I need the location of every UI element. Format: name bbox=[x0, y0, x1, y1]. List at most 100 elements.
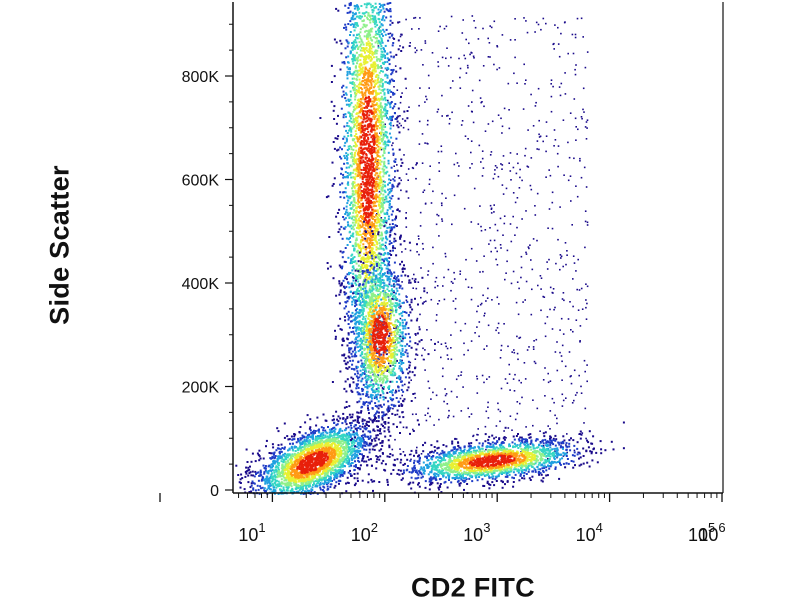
event-dot bbox=[509, 223, 512, 225]
event-dot bbox=[502, 234, 504, 236]
event-dot bbox=[547, 459, 550, 462]
event-dot bbox=[564, 365, 567, 368]
event-dot bbox=[507, 454, 510, 457]
event-dot bbox=[497, 450, 500, 453]
event-dot bbox=[315, 435, 317, 438]
event-dot bbox=[442, 459, 445, 462]
event-dot bbox=[496, 45, 498, 47]
event-dot bbox=[388, 444, 391, 447]
event-dot bbox=[332, 439, 335, 442]
event-dot bbox=[354, 460, 356, 463]
event-dot bbox=[575, 64, 577, 66]
event-dot bbox=[489, 443, 492, 446]
event-dot bbox=[549, 380, 552, 382]
event-dot bbox=[495, 425, 498, 427]
event-dot bbox=[353, 425, 356, 428]
event-dot bbox=[459, 76, 461, 79]
event-dot bbox=[424, 349, 426, 351]
event-dot bbox=[471, 469, 473, 472]
event-dot bbox=[387, 483, 389, 486]
event-dot bbox=[387, 99, 389, 102]
event-dot bbox=[474, 26, 477, 29]
event-dot bbox=[290, 473, 292, 476]
event-dot bbox=[451, 440, 454, 443]
event-dot bbox=[316, 470, 319, 473]
event-dot bbox=[551, 328, 554, 330]
event-dot bbox=[554, 306, 556, 309]
event-dot bbox=[486, 378, 488, 380]
event-dot bbox=[515, 459, 518, 462]
event-dot bbox=[296, 475, 299, 478]
event-dot bbox=[458, 460, 460, 462]
event-dot bbox=[513, 351, 516, 354]
event-dot bbox=[369, 418, 372, 421]
event-dot bbox=[568, 442, 571, 445]
event-dot bbox=[441, 56, 444, 59]
event-dot bbox=[423, 466, 425, 469]
event-dot bbox=[548, 461, 551, 464]
event-dot bbox=[301, 475, 303, 478]
event-dot bbox=[572, 330, 574, 333]
event-dot bbox=[411, 277, 414, 280]
event-dot bbox=[471, 475, 474, 478]
event-dot bbox=[563, 439, 566, 442]
event-dot bbox=[317, 482, 319, 484]
event-dot bbox=[394, 247, 396, 250]
event-dot bbox=[519, 402, 521, 405]
event-dot bbox=[318, 437, 321, 439]
event-dot bbox=[590, 452, 593, 455]
event-dot bbox=[503, 222, 506, 225]
event-dot bbox=[292, 463, 295, 466]
event-dot bbox=[479, 205, 481, 207]
event-dot bbox=[484, 470, 487, 473]
event-dot bbox=[533, 360, 536, 363]
event-dot bbox=[584, 220, 587, 223]
event-dot bbox=[498, 67, 501, 69]
event-dot bbox=[511, 476, 514, 479]
event-dot bbox=[456, 459, 459, 462]
event-dot bbox=[477, 223, 480, 225]
event-dot bbox=[481, 157, 484, 160]
event-dot bbox=[350, 424, 352, 427]
event-dot bbox=[475, 466, 478, 469]
event-dot bbox=[280, 455, 283, 458]
event-dot bbox=[477, 434, 479, 436]
event-dot bbox=[505, 187, 508, 190]
event-dot bbox=[529, 452, 532, 455]
event-dot bbox=[405, 173, 408, 175]
event-dot bbox=[499, 217, 502, 220]
event-dot bbox=[445, 445, 448, 448]
event-dot bbox=[489, 471, 492, 473]
event-dot bbox=[473, 470, 476, 472]
event-dot bbox=[520, 436, 523, 439]
event-dot bbox=[574, 117, 577, 120]
event-dot bbox=[432, 451, 435, 454]
event-dot bbox=[577, 309, 580, 311]
event-dot bbox=[447, 477, 450, 480]
event-dot bbox=[384, 221, 386, 223]
event-dot bbox=[495, 436, 497, 438]
event-dot bbox=[424, 455, 427, 458]
event-dot bbox=[463, 466, 466, 469]
event-dot bbox=[433, 472, 436, 475]
event-dot bbox=[493, 453, 496, 456]
event-dot bbox=[447, 114, 449, 117]
event-dot bbox=[518, 379, 520, 382]
event-dot bbox=[396, 164, 398, 166]
event-dot bbox=[551, 191, 554, 194]
event-dot bbox=[491, 434, 494, 437]
event-dot bbox=[548, 208, 551, 210]
event-dot bbox=[338, 482, 340, 485]
event-dot bbox=[271, 455, 274, 458]
event-dot bbox=[453, 448, 456, 450]
event-dot bbox=[375, 460, 378, 463]
event-dot bbox=[415, 177, 417, 180]
event-dot bbox=[551, 441, 554, 444]
event-dot bbox=[324, 481, 326, 484]
event-dot bbox=[337, 415, 340, 418]
event-dot bbox=[466, 461, 469, 464]
event-dot bbox=[559, 462, 561, 465]
event-dot bbox=[536, 465, 539, 468]
event-dot bbox=[292, 449, 295, 452]
event-dot bbox=[449, 466, 451, 469]
